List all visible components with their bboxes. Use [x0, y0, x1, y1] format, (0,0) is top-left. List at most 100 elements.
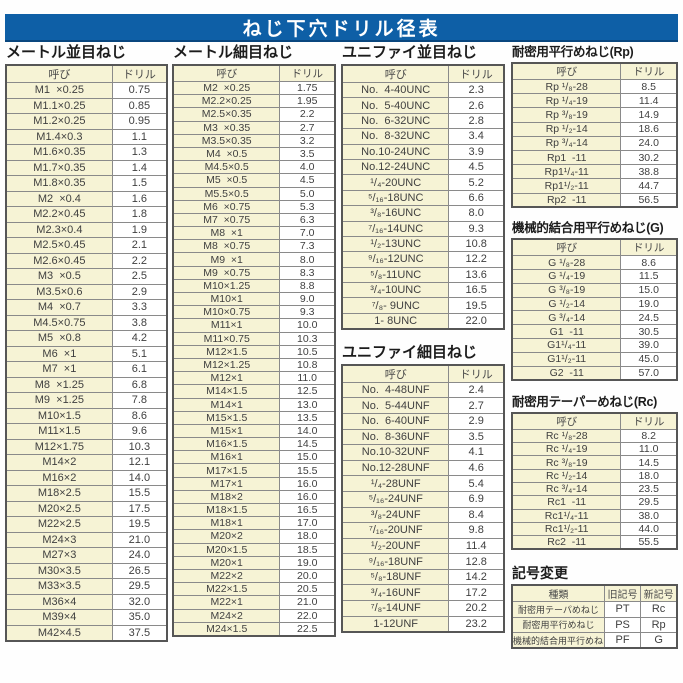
table-row: M10×0.75 9.3 [172, 305, 336, 320]
table-row: M20×1 19.0 [172, 555, 336, 570]
table-row: M12×1.25 10.8 [172, 357, 336, 373]
column-header: ドリル [279, 64, 336, 82]
value-cell: 35.0 [111, 609, 168, 626]
value-cell: 57.0 [620, 365, 678, 381]
designation-cell: ⁷/₈- 9UNC [341, 297, 450, 314]
table-row: ³/₄-16UNF 17.2 [341, 584, 505, 602]
section-title-rp: 耐密用平行めねじ(Rp) [512, 45, 634, 59]
value-cell: 21.0 [279, 595, 336, 610]
value-cell: 14.5 [279, 437, 336, 452]
table-row: M2.2×0.45 1.8 [5, 206, 168, 223]
table-row: M10×1.25 8.8 [172, 278, 336, 294]
designation-cell: M8 ×1.25 [5, 376, 113, 393]
value-cell: 3.4 [448, 128, 505, 145]
value-cell: 11.5 [620, 268, 678, 284]
designation-cell: M33×3.5 [5, 578, 113, 595]
value-cell: 15.5 [279, 463, 336, 478]
table-row: M33×3.5 29.5 [5, 578, 168, 595]
page-title-bar: ねじ下穴ドリル径表 [5, 14, 678, 42]
designation-cell: No. 4-40UNC [341, 81, 450, 99]
designation-cell: M22×1.5 [172, 582, 281, 597]
value-cell: 9.8 [448, 522, 505, 539]
designation-cell: M11×1.5 [5, 423, 113, 440]
designation-cell: M9 ×1 [172, 252, 281, 267]
table-row: M5.5×0.5 5.0 [172, 186, 336, 201]
value-cell: 2.6 [448, 97, 505, 114]
value-cell: 2.2 [279, 107, 336, 122]
value-cell: 6.3 [279, 212, 336, 228]
designation-cell: M24×1.5 [172, 621, 281, 637]
value-cell: 3.8 [111, 314, 168, 331]
value-cell: 20.0 [279, 568, 336, 584]
designation-cell: No. 5-44UNF [341, 397, 450, 414]
value-cell: 0.95 [111, 113, 168, 130]
section-title-metric-fine: メートル細目ねじ [173, 44, 294, 61]
designation-cell: No. 5-40UNC [341, 97, 450, 114]
designation-cell: 機械的結合用平行めねじ [511, 632, 605, 649]
value-cell: 29.5 [111, 578, 168, 595]
table-row: 耐密用平行めねじ PS Rp [511, 616, 678, 634]
designation-cell: M7 ×1 [5, 361, 113, 378]
value-cell: 16.0 [279, 489, 336, 505]
table-row: 1- 8UNC 22.0 [341, 312, 505, 330]
designation-cell: M18×2 [172, 489, 281, 505]
table-row: Rp ¹/₄-19 11.4 [511, 93, 678, 109]
table-row: M24×2 22.0 [172, 608, 336, 623]
designation-cell: Rc ¹/₈-28 [511, 428, 622, 444]
g-table: 呼び ドリル G ¹/₈-28 8.6 G ¹/₄-19 11.5 G ³/₈-19 15.0… [511, 238, 678, 381]
table-row: M18×1 17.0 [172, 516, 336, 531]
table-row: ³/₄-10UNC 16.5 [341, 282, 505, 299]
header-row: 呼び ドリル [511, 238, 678, 257]
value-cell: 11.4 [620, 93, 678, 109]
value-cell: 13.0 [279, 397, 336, 412]
table-row: ⁷/₈-14UNF 20.2 [341, 600, 505, 617]
designation-cell: ¹/₂-20UNF [341, 537, 450, 555]
designation-cell: G ¹/₈-28 [511, 255, 622, 270]
value-cell: 8.8 [279, 278, 336, 294]
table-row: ⁵/₈-18UNF 14.2 [341, 568, 505, 586]
table-row: G ¹/₈-28 8.6 [511, 255, 678, 270]
designation-cell: M4 ×0.7 [5, 299, 113, 316]
table-row: M15×1.5 13.5 [172, 410, 336, 425]
table-row: M9 ×1 8.0 [172, 252, 336, 267]
table-row: M3 ×0.35 2.7 [172, 120, 336, 135]
designation-cell: M17×1.5 [172, 463, 281, 478]
value-cell: 7.8 [111, 392, 168, 409]
table-row: Rp2 -11 56.5 [511, 192, 678, 208]
value-cell: 21.0 [111, 531, 168, 548]
column-header: ドリル [620, 238, 678, 257]
table-row: Rp ³/₄-14 24.0 [511, 135, 678, 151]
column-metric-coarse: メートル並目ねじ 呼び ドリル M1 ×0.25 0.75 M1.1×0.25 0.85 M… [5, 44, 168, 642]
value-cell: 4.2 [111, 330, 168, 347]
designation-cell: ⁹/₁₆-12UNC [341, 251, 450, 268]
value-cell: 2.1 [111, 237, 168, 254]
header-row: 呼び ドリル [341, 364, 505, 383]
value-cell: 13.5 [279, 410, 336, 425]
designation-cell: M9 ×1.25 [5, 392, 113, 409]
value-cell: 30.5 [620, 324, 678, 339]
metric-coarse-table: 呼び ドリル M1 ×0.25 0.75 M1.1×0.25 0.85 M1.2×0.25 0… [5, 64, 168, 642]
designation-cell: Rp ¹/₂-14 [511, 121, 622, 137]
designation-cell: M5 ×0.5 [172, 173, 281, 188]
table-row: No. 8-32UNC 3.4 [341, 128, 505, 145]
rp-table: 呼び ドリル Rp ¹/₈-28 8.5 Rp ¹/₄-19 11.4 Rp ³/₈-19 1… [511, 62, 678, 209]
designation-cell: ³/₈-16UNC [341, 205, 450, 222]
designation-cell: M9 ×0.75 [172, 265, 281, 280]
value-cell: 15.5 [111, 485, 168, 502]
section-title-symbol-change: 記号変更 [512, 565, 568, 582]
value-cell: 9.6 [111, 423, 168, 440]
column-unified: ユニファイ並目ねじ 呼び ドリル No. 4-40UNC 2.3 No. 5-40UNC… [341, 44, 505, 633]
designation-cell: M10×0.75 [172, 305, 281, 320]
value-cell: 3.9 [448, 143, 505, 160]
table-row: ⁵/₁₆-24UNF 6.9 [341, 490, 505, 508]
value-cell: 32.0 [111, 593, 168, 610]
value-cell: 16.5 [279, 502, 336, 518]
table-row: M11×1.5 9.6 [5, 423, 168, 440]
value-cell: 24.0 [620, 135, 678, 151]
value-cell: 3.2 [279, 133, 336, 148]
designation-cell: 耐密用テーパめねじ [511, 601, 605, 618]
table-row: ⁵/₁₆-18UNC 6.6 [341, 189, 505, 207]
table-row: M4.5×0.75 3.8 [5, 314, 168, 331]
value-cell: 15.0 [279, 450, 336, 465]
table-row: G2 -11 57.0 [511, 365, 678, 381]
